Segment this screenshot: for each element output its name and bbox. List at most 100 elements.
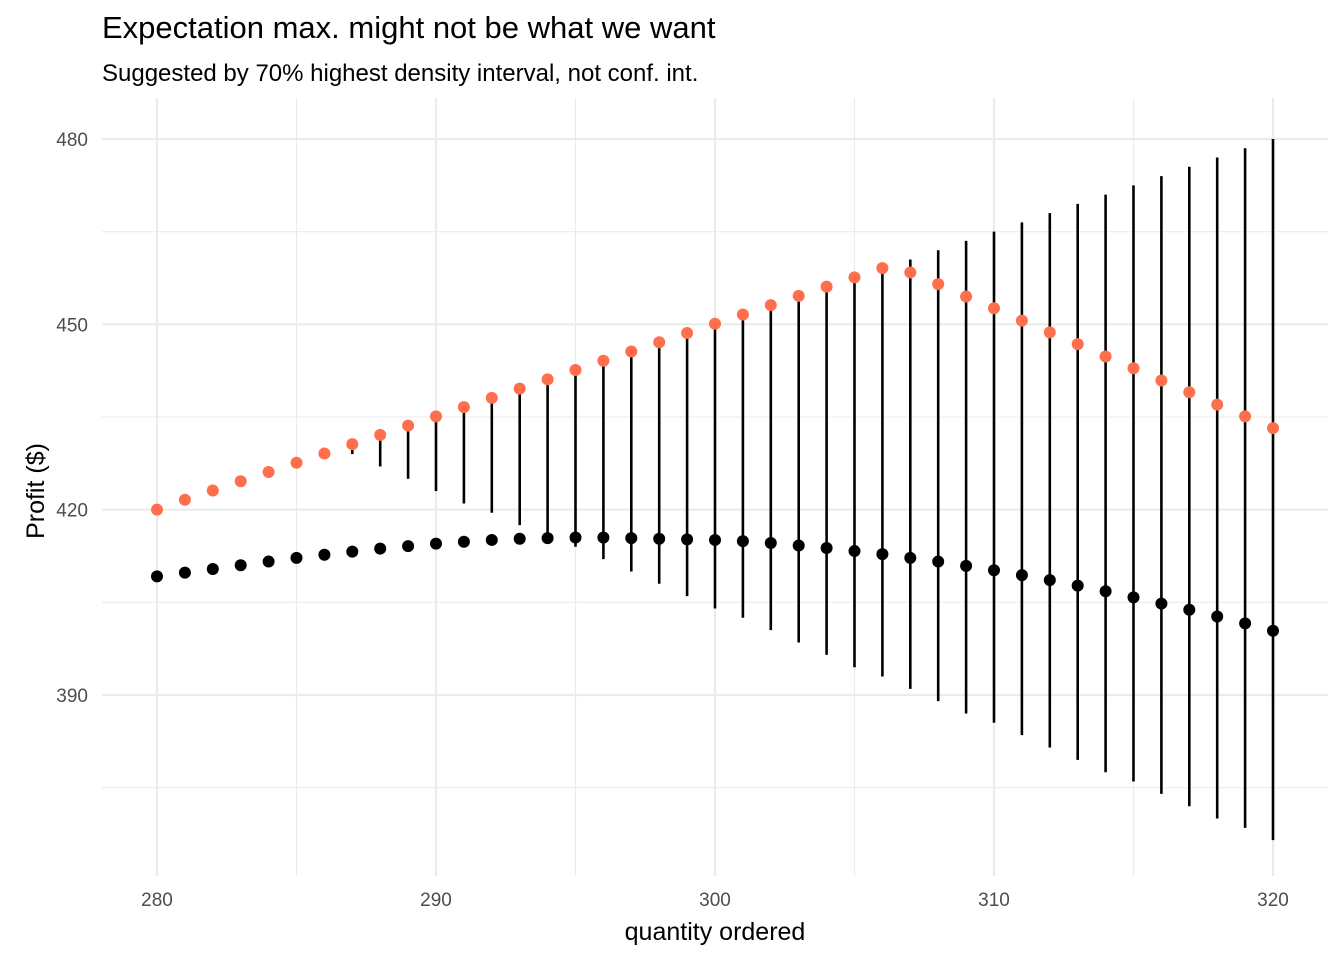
expected-profit-point	[1071, 579, 1084, 592]
expected-profit-point	[290, 551, 303, 564]
y-axis-title: Profit ($)	[22, 443, 50, 539]
upper-bound-point	[569, 364, 582, 377]
upper-bound-point	[318, 447, 331, 460]
upper-bound-point	[820, 280, 833, 293]
upper-bound-point	[1071, 338, 1084, 351]
upper-bound-point	[290, 456, 303, 469]
expected-profit-point	[430, 537, 442, 550]
expected-profit-point	[1015, 569, 1028, 582]
upper-bound-point	[1127, 362, 1140, 375]
expected-profit-point	[736, 535, 749, 548]
expected-profit-point	[1239, 617, 1252, 630]
expected-profit-point	[318, 548, 331, 561]
expected-profit-point	[848, 545, 861, 558]
upper-bound-point	[876, 262, 889, 275]
upper-bound-point	[932, 278, 945, 291]
expected-profit-point	[1043, 574, 1056, 587]
y-axis-ticks: 390 420 450 480	[56, 130, 88, 707]
upper-bound-point	[792, 289, 805, 302]
x-axis-title: quantity ordered	[625, 918, 806, 946]
upper-bound-point	[736, 308, 749, 321]
upper-bound-point	[457, 401, 470, 414]
upper-bound-point	[1043, 326, 1056, 339]
data-points	[151, 262, 1279, 637]
expected-profit-point	[904, 551, 917, 564]
upper-bound-point	[904, 266, 917, 279]
upper-bound-point	[988, 302, 1000, 315]
upper-bound-point	[346, 438, 359, 451]
expected-profit-point	[402, 540, 415, 553]
upper-bound-point	[485, 391, 498, 404]
x-tick-label: 320	[1257, 890, 1289, 911]
expected-profit-point	[876, 548, 889, 561]
x-tick-label: 310	[978, 890, 1010, 911]
expected-profit-point	[541, 532, 554, 545]
expected-profit-point	[234, 559, 247, 572]
expected-profit-point	[374, 542, 387, 555]
upper-bound-point	[960, 290, 973, 303]
expected-profit-point	[792, 539, 805, 552]
expected-profit-point	[681, 533, 694, 546]
upper-bound-point	[1183, 386, 1196, 399]
chart-subtitle: Suggested by 70% highest density interva…	[102, 60, 699, 87]
expected-profit-point	[764, 537, 777, 550]
expected-profit-point	[1155, 597, 1168, 610]
upper-bound-point	[625, 345, 638, 358]
upper-bound-point	[541, 373, 554, 386]
upper-bound-point	[1155, 374, 1168, 387]
y-tick-label: 450	[56, 315, 88, 336]
expected-profit-point	[653, 532, 666, 545]
expected-profit-point	[1211, 610, 1224, 623]
upper-bound-point	[1239, 410, 1252, 423]
upper-bound-point	[262, 465, 275, 478]
y-tick-label: 390	[56, 686, 88, 707]
expected-profit-point	[1099, 585, 1112, 598]
upper-bound-point	[513, 382, 526, 395]
expected-profit-point	[1267, 624, 1279, 637]
expected-profit-point	[457, 535, 470, 548]
expected-profit-point	[988, 564, 1000, 577]
expected-profit-point	[960, 559, 973, 572]
expected-profit-point	[597, 531, 610, 544]
expected-profit-point	[262, 555, 275, 568]
upper-bound-point	[178, 493, 191, 506]
y-tick-label: 480	[56, 130, 88, 151]
hdi-intervals	[350, 139, 1275, 841]
upper-bound-point	[681, 326, 694, 339]
upper-bound-point	[764, 299, 777, 312]
expected-profit-point	[178, 566, 191, 579]
upper-bound-point	[430, 410, 442, 423]
expected-profit-point	[625, 532, 638, 545]
expected-profit-point	[346, 545, 359, 558]
upper-bound-point	[709, 317, 721, 330]
x-tick-label: 280	[141, 890, 173, 911]
upper-bound-point	[1099, 350, 1112, 363]
upper-bound-point	[848, 271, 861, 284]
expected-profit-point	[709, 533, 721, 546]
upper-bound-point	[151, 503, 163, 516]
y-tick-label: 420	[56, 501, 88, 522]
upper-bound-point	[206, 484, 219, 497]
expected-profit-point	[485, 533, 498, 546]
expected-profit-point	[513, 532, 526, 545]
expected-profit-point	[151, 570, 163, 583]
chart-title: Expectation max. might not be what we wa…	[102, 10, 716, 45]
upper-bound-point	[1211, 398, 1224, 411]
upper-bound-point	[1267, 422, 1279, 435]
upper-bound-point	[597, 354, 610, 367]
upper-bound-point	[402, 419, 415, 432]
x-tick-label: 290	[420, 890, 452, 911]
upper-bound-point	[1015, 314, 1028, 327]
expected-profit-point	[1183, 603, 1196, 616]
expected-profit-point	[932, 555, 945, 568]
x-tick-label: 300	[699, 890, 731, 911]
expected-profit-point	[820, 541, 833, 554]
upper-bound-point	[653, 336, 666, 349]
expected-profit-point	[206, 562, 219, 575]
upper-bound-point	[234, 475, 247, 488]
upper-bound-point	[374, 428, 387, 441]
x-axis-ticks: 280 290 300 310 320	[141, 890, 1289, 911]
expected-profit-point	[569, 531, 582, 544]
expected-profit-point	[1127, 591, 1140, 604]
